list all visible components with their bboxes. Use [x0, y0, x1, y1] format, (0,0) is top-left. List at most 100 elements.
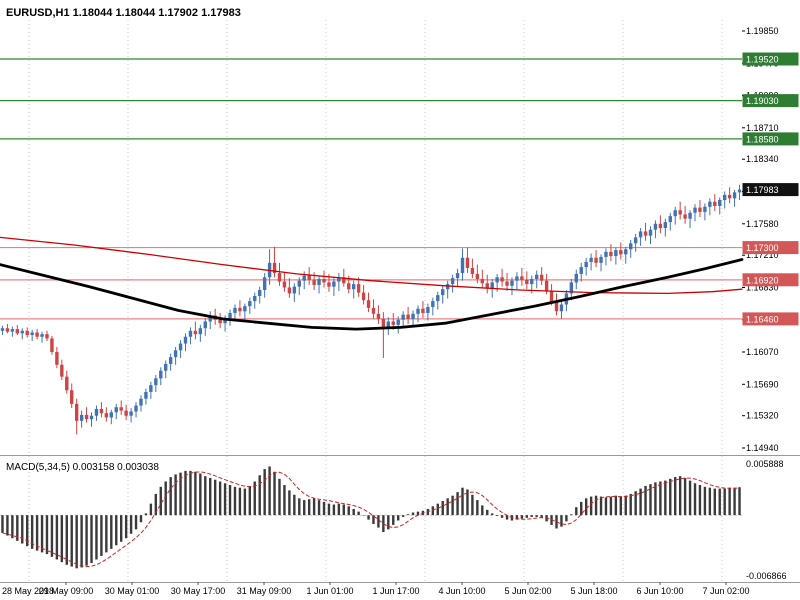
macd-histogram-bar	[75, 515, 78, 569]
resistance-price-badge	[742, 52, 799, 66]
macd-histogram-bar	[16, 515, 19, 541]
macd-histogram-bar	[609, 496, 613, 516]
ma-fast-red-line	[0, 236, 743, 295]
symbol-ohlc-title: EURUSD,H1 1.18044 1.18044 1.17902 1.1798…	[6, 7, 241, 19]
macd-histogram-bar	[570, 514, 573, 516]
macd-histogram-bar	[456, 492, 459, 516]
candle-body	[89, 415, 94, 420]
candle-body	[411, 313, 415, 319]
candle-body	[436, 295, 440, 302]
macd-histogram-bar	[565, 515, 568, 522]
panel-borders	[0, 455, 800, 583]
macd-axis-max-label: 0.005888	[746, 459, 784, 469]
macd-histogram-bar	[85, 515, 88, 566]
candle-body	[0, 328, 5, 331]
candle-body	[258, 290, 262, 296]
macd-histogram-bar	[55, 515, 59, 560]
macd-histogram-bar	[293, 494, 296, 516]
macd-histogram-bar	[80, 515, 83, 568]
macd-panel[interactable]: 0.005888 -0.006866	[0, 459, 787, 581]
candle-body	[84, 414, 89, 420]
macd-histogram-bar	[65, 515, 68, 565]
candle-body	[416, 308, 420, 314]
candle-body	[693, 207, 697, 213]
candle-body	[312, 279, 316, 285]
candle-body	[673, 210, 677, 217]
candle-body	[569, 282, 574, 294]
macd-histogram-bar	[411, 512, 415, 516]
macd-histogram-bar	[599, 496, 603, 516]
candle-body	[713, 201, 717, 206]
level-lines[interactable]	[0, 58, 742, 320]
macd-histogram-bar	[134, 515, 138, 530]
price-axis[interactable]: 1.198501.194701.190901.187101.183401.179…	[742, 26, 779, 453]
candle-body	[441, 289, 445, 296]
macd-axis-min-label: -0.006866	[746, 571, 787, 581]
macd-histogram-bar	[664, 480, 667, 516]
macd-histogram-bar	[372, 515, 375, 525]
candle-body	[356, 284, 361, 293]
candle-body	[193, 330, 198, 335]
candle-body	[505, 281, 509, 286]
candle-body	[619, 250, 623, 255]
macd-histogram-bar	[649, 484, 652, 516]
macd-histogram-bar	[674, 477, 677, 516]
candle-body	[233, 307, 237, 313]
candle-body	[149, 385, 153, 392]
candle-body	[698, 207, 702, 212]
macd-histogram-bar	[164, 481, 167, 516]
macd-histogram-bar	[584, 498, 588, 516]
macd-histogram-bar	[352, 508, 355, 516]
candle-body	[366, 300, 371, 308]
macd-histogram-bar	[436, 503, 439, 516]
candle-body	[272, 262, 277, 274]
candle-body	[549, 290, 554, 302]
candle-body	[594, 257, 598, 263]
macd-histogram-bar	[194, 471, 197, 516]
macd-histogram-bar	[505, 515, 509, 520]
macd-histogram-bar	[283, 485, 286, 516]
candle-body	[722, 194, 727, 201]
resistance-price-badge-label: 1.18580	[746, 134, 779, 144]
candle-body	[168, 357, 173, 364]
macd-histogram-bar	[708, 487, 712, 516]
candle-body	[510, 280, 514, 286]
resistance-price-badge-label: 1.19030	[746, 96, 779, 106]
candle-body	[119, 407, 123, 411]
candle-body	[164, 363, 168, 371]
macd-histogram-bar	[342, 504, 345, 516]
macd-histogram-bar	[144, 513, 148, 516]
macd-histogram-bar	[258, 475, 261, 516]
macd-histogram-bar	[495, 515, 499, 517]
macd-histogram-bar	[179, 472, 182, 516]
macd-histogram-bar	[451, 495, 454, 516]
candle-body	[371, 307, 376, 314]
macd-histogram-bar	[634, 491, 637, 516]
macd-histogram-bar	[253, 481, 256, 516]
candle-body	[490, 282, 494, 289]
macd-histogram-bar	[392, 515, 395, 525]
macd-histogram-bar	[659, 481, 662, 516]
macd-histogram-bar	[263, 469, 266, 516]
macd-histogram-bar	[213, 479, 217, 516]
macd-histogram-bar	[698, 485, 702, 516]
support-price-badge	[742, 273, 799, 287]
macd-histogram-bar	[377, 515, 380, 528]
candle-body	[60, 364, 64, 377]
candle-body	[287, 287, 292, 294]
macd-histogram-bar	[115, 515, 118, 546]
macd-histogram-bar	[124, 515, 128, 539]
resistance-price-badge-label: 1.19520	[746, 55, 779, 65]
candle-body	[243, 306, 247, 312]
macd-histogram-bar	[327, 503, 331, 516]
macd-histogram-bar	[149, 503, 153, 516]
macd-histogram-bar	[614, 495, 618, 516]
candle-body	[703, 206, 707, 212]
time-axis-label: 28 May 2018	[2, 586, 54, 596]
macd-histogram-bar	[446, 498, 449, 516]
candle-body	[450, 278, 455, 285]
macd-histogram-bar	[560, 515, 563, 527]
candle-body	[203, 321, 207, 329]
